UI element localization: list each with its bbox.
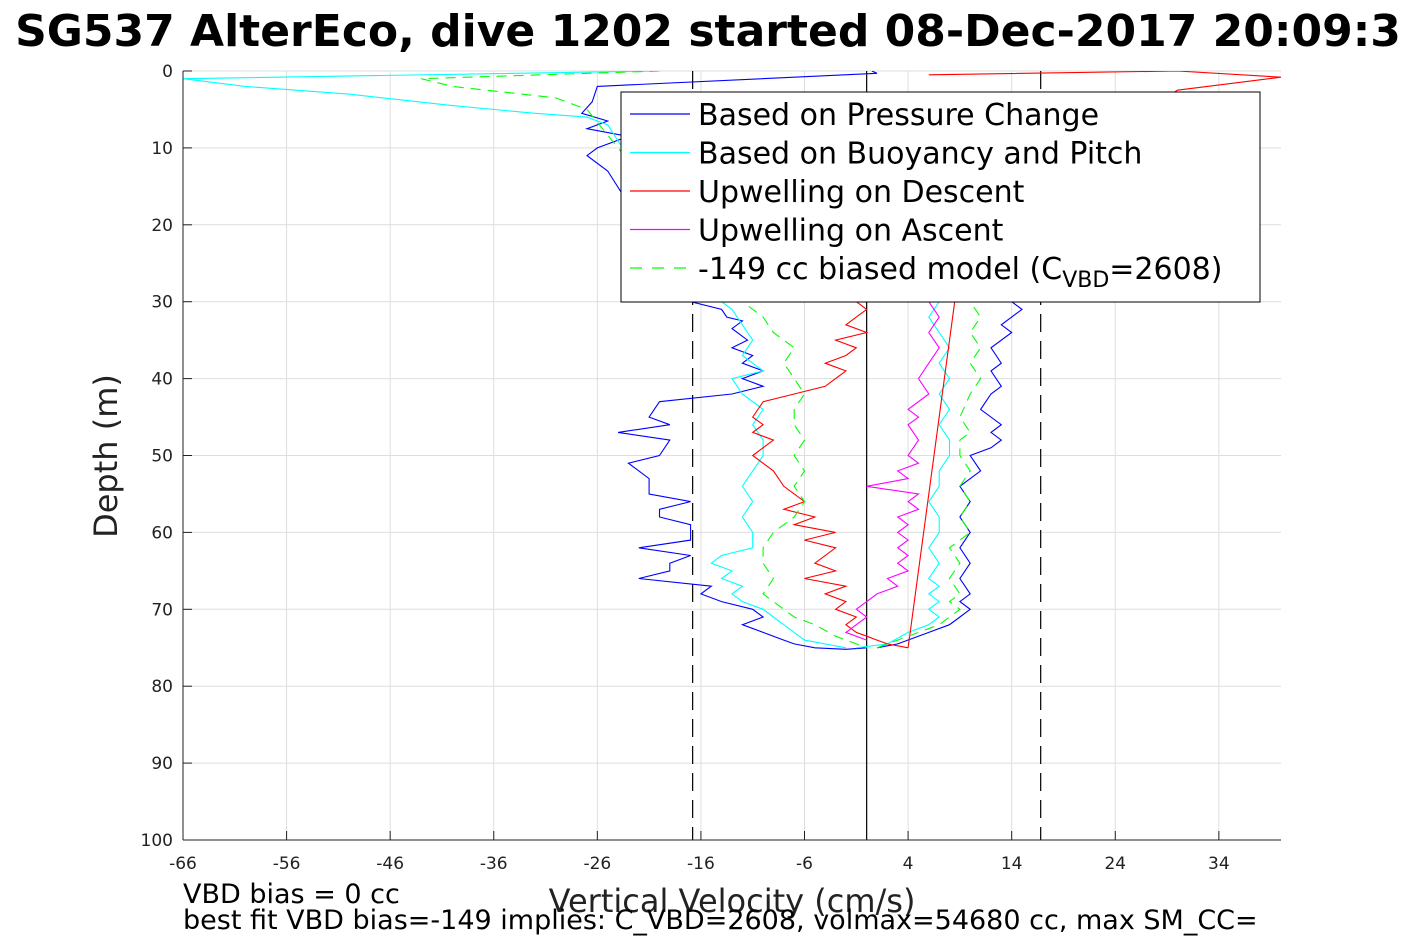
legend-label: Upwelling on Descent xyxy=(698,175,1025,210)
x-tick-label: -16 xyxy=(687,854,715,874)
x-tick-label: 24 xyxy=(1104,854,1126,874)
y-tick-label: 80 xyxy=(151,677,173,697)
y-tick-label: 20 xyxy=(151,216,173,236)
x-tick-label: 4 xyxy=(903,854,914,874)
series-line-pressure_descent xyxy=(580,71,878,650)
x-tick-label: -6 xyxy=(796,854,813,874)
series-line-model_ascent xyxy=(876,301,982,649)
x-tick-label: -26 xyxy=(583,854,611,874)
x-tick-label: -36 xyxy=(480,854,508,874)
series-line-pressure_ascent xyxy=(876,301,1023,649)
series-line-upwelling_descent xyxy=(751,71,1281,649)
x-tick-labels: -66 -56 -46 -36 -26 -16 -6 4 14 24 34 xyxy=(169,854,1230,874)
x-tick-label: 34 xyxy=(1208,854,1230,874)
series-line-buoyancy_descent xyxy=(183,71,847,649)
series-line-upwelling_ascent_fit xyxy=(907,301,956,648)
y-tick-label: 60 xyxy=(151,523,173,543)
x-tick-label: 14 xyxy=(1001,854,1023,874)
note-vbd-bias: VBD bias = 0 cc xyxy=(183,879,400,910)
y-tick-label: 90 xyxy=(151,754,173,774)
y-tick-label: 10 xyxy=(151,139,173,159)
y-axis-label: Depth (m) xyxy=(87,374,125,538)
y-tick-label: 40 xyxy=(151,370,173,390)
legend-label: Based on Buoyancy and Pitch xyxy=(698,137,1142,172)
series-line-buoyancy_ascent xyxy=(856,301,951,649)
y-tick-label: 100 xyxy=(141,831,173,851)
x-tick-label: -56 xyxy=(273,854,301,874)
x-tick-label: -66 xyxy=(169,854,197,874)
legend: Based on Pressure Change Based on Buoyanc… xyxy=(620,91,1261,303)
legend-label: Upwelling on Ascent xyxy=(698,214,1004,249)
y-tick-label: 0 xyxy=(162,62,173,82)
x-tick-label: -46 xyxy=(376,854,404,874)
legend-box xyxy=(620,91,1261,303)
y-tick-label: 70 xyxy=(151,600,173,620)
x-axis-label: Vertical Velocity (cm/s) xyxy=(549,882,916,920)
chart-title: SG537 AlterEco, dive 1202 started 08-Dec… xyxy=(15,6,1401,57)
y-tick-labels: 0 10 20 30 40 50 60 70 80 90 100 xyxy=(141,62,173,851)
y-tick-label: 30 xyxy=(151,293,173,313)
legend-label: Based on Pressure Change xyxy=(698,98,1099,133)
note-best-fit: best fit VBD bias=-149 implies: C_VBD=26… xyxy=(183,905,1258,936)
legend-label: -149 cc biased model (CVBD=2608) xyxy=(698,252,1222,293)
axes-frame xyxy=(182,70,1281,841)
y-tick-label: 50 xyxy=(151,447,173,467)
series-line-upwelling_ascent xyxy=(844,301,940,641)
